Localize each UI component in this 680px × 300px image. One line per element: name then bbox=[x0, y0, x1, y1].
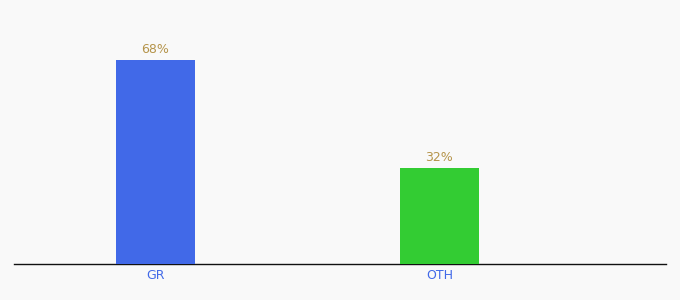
Bar bbox=[400, 168, 479, 264]
Text: 68%: 68% bbox=[141, 44, 169, 56]
Text: 32%: 32% bbox=[426, 152, 453, 164]
Bar bbox=[116, 60, 195, 264]
